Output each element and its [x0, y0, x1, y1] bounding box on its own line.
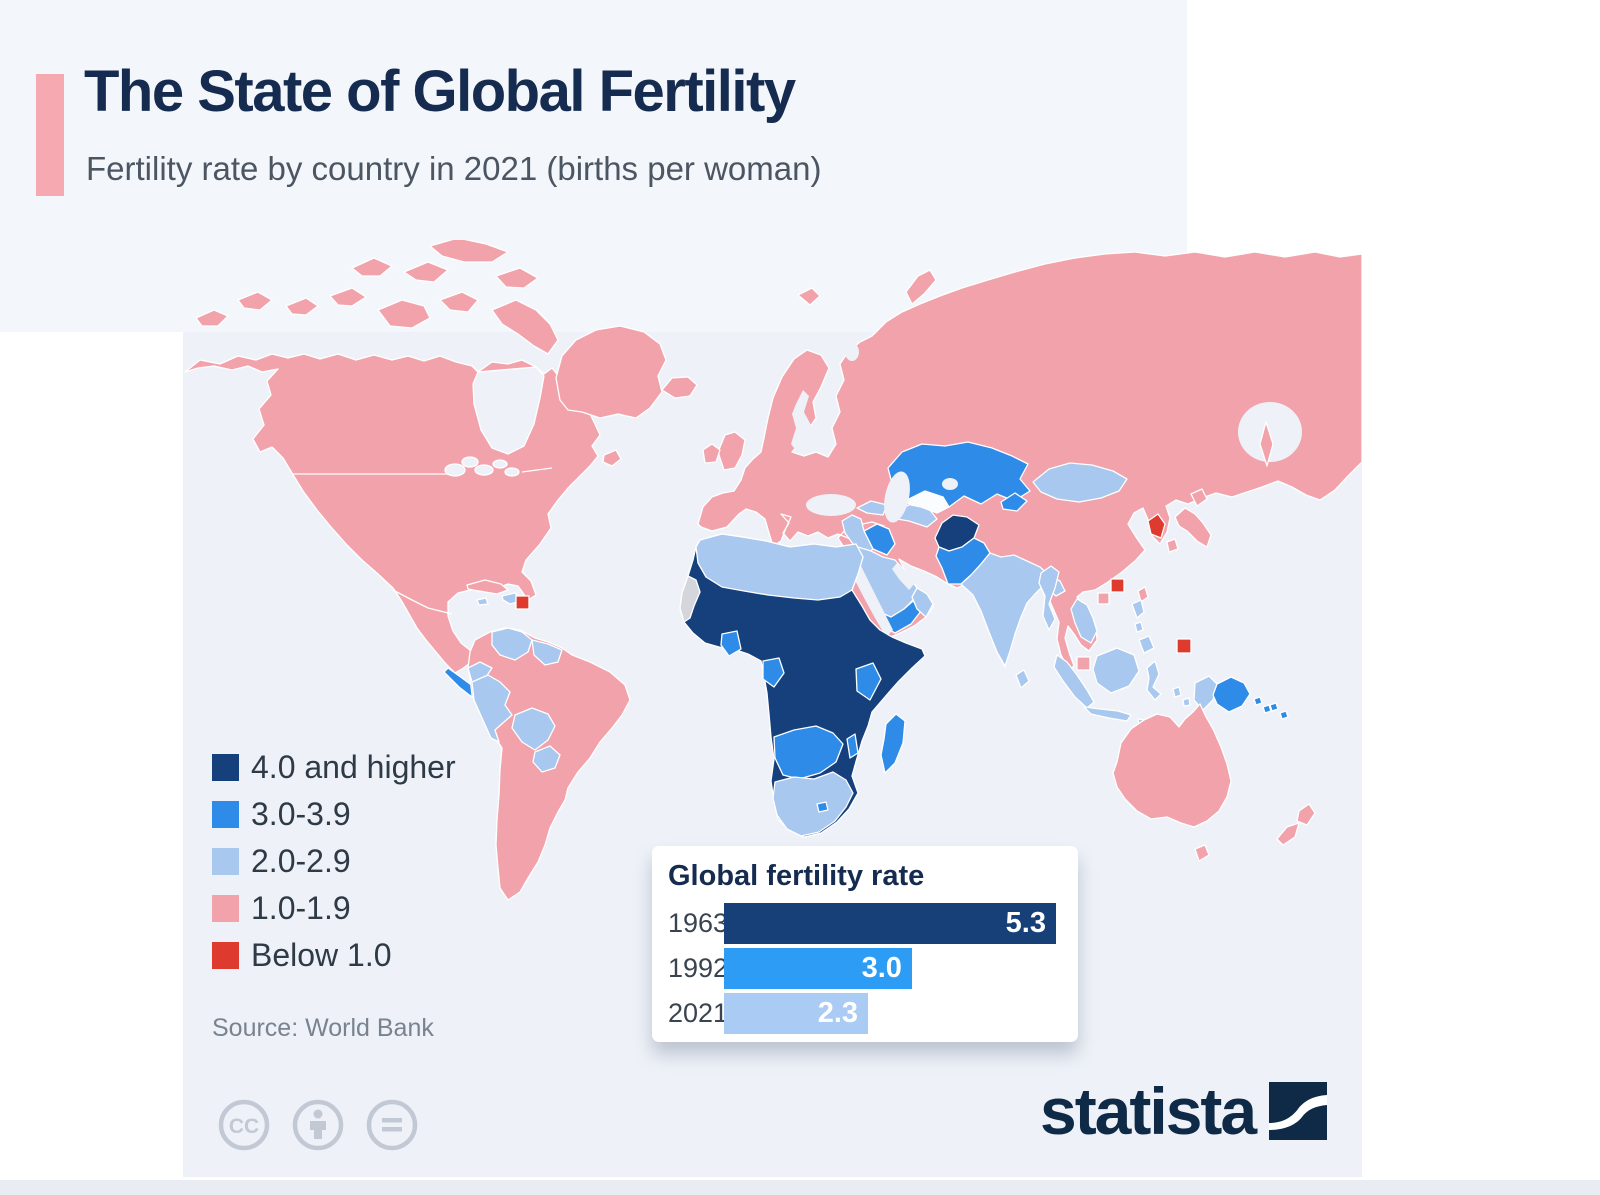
legend-item: Below 1.0	[212, 937, 456, 973]
bar-track: 3.0	[724, 948, 1056, 989]
chart-row: 2021 2.3	[668, 993, 1064, 1034]
header-panel	[0, 0, 1187, 332]
creative-commons-icon[interactable]: CC	[218, 1097, 270, 1153]
fertility-legend: 4.0 and higher 3.0-3.9 2.0-2.9 1.0-1.9 B…	[212, 749, 456, 973]
chart-rows: 1963 5.3 1992 3.0 2021	[668, 903, 1064, 1034]
legend-label: Below 1.0	[251, 936, 392, 973]
year-label: 2021	[668, 998, 729, 1028]
hong-kong-marker	[1110, 578, 1125, 593]
madagascar	[880, 713, 906, 774]
bottom-strip	[0, 1180, 1600, 1195]
macau-marker	[1097, 592, 1110, 605]
singapore-marker	[1076, 656, 1091, 671]
legend-item: 4.0 and higher	[212, 749, 456, 785]
region-oceania	[1053, 647, 1316, 862]
statista-logo[interactable]: statista	[1040, 1074, 1328, 1148]
new-zealand	[1296, 803, 1316, 826]
title-accent-bar	[36, 74, 64, 196]
region-east-asia	[1131, 488, 1212, 654]
inset-chart-card: Global fertility rate 1963 5.3 1992 3.0	[652, 846, 1078, 1042]
india	[960, 552, 1051, 667]
puerto-rico-marker	[515, 595, 530, 610]
legend-label: 1.0-1.9	[251, 889, 351, 926]
kenya	[855, 662, 882, 701]
japan	[1174, 507, 1212, 548]
chart-row: 1992 3.0	[668, 948, 1064, 989]
legend-swatch-lightblue	[212, 847, 239, 875]
chart-row: 1963 5.3	[668, 903, 1064, 944]
svg-text:CC: CC	[229, 1115, 259, 1138]
year-label: 1992	[668, 953, 729, 983]
value-label: 3.0	[861, 952, 902, 984]
license-icons: CC	[218, 1097, 418, 1153]
page-title: The State of Global Fertility	[84, 59, 796, 124]
south-korea	[1147, 513, 1166, 539]
value-label: 2.3	[817, 997, 859, 1029]
statista-logo-text: statista	[1040, 1074, 1257, 1148]
source-note: Source: World Bank	[212, 1014, 434, 1042]
territory-markers	[515, 578, 1192, 671]
legend-item: 3.0-3.9	[212, 796, 456, 832]
no-derivatives-icon[interactable]	[366, 1097, 418, 1153]
legend-swatch-blue	[212, 800, 239, 828]
region-south-america	[467, 627, 631, 901]
greenland	[555, 325, 667, 419]
region-north-america	[184, 240, 667, 674]
legend-item: 2.0-2.9	[212, 843, 456, 879]
value-bar-1992: 3.0	[724, 948, 912, 989]
region-eurasia	[661, 251, 1362, 689]
australia	[1112, 703, 1232, 828]
legend-label: 3.0-3.9	[251, 795, 351, 832]
papua-new-guinea	[1212, 676, 1251, 713]
guam-marker	[1176, 638, 1192, 654]
bar-track: 5.3	[724, 903, 1056, 944]
bar-track: 2.3	[724, 993, 1056, 1034]
chart-title: Global fertility rate	[668, 860, 925, 892]
value-bar-1963: 5.3	[724, 903, 1056, 944]
attribution-icon[interactable]	[292, 1097, 344, 1153]
statista-logo-mark-icon	[1269, 1082, 1328, 1140]
legend-swatch-pink	[212, 894, 239, 922]
legend-swatch-red	[212, 941, 239, 969]
south-africa	[772, 771, 854, 837]
page-subtitle: Fertility rate by country in 2021 (birth…	[86, 150, 822, 187]
year-label: 1963	[668, 908, 729, 938]
legend-swatch-navy	[212, 753, 239, 781]
value-bar-2021: 2.3	[724, 993, 869, 1034]
mongolia	[1032, 462, 1128, 503]
region-africa	[679, 533, 926, 838]
legend-item: 1.0-1.9	[212, 890, 456, 926]
legend-label: 2.0-2.9	[251, 842, 351, 879]
value-label: 5.3	[1005, 907, 1046, 939]
legend-label: 4.0 and higher	[251, 748, 456, 785]
world-map	[184, 240, 1362, 901]
